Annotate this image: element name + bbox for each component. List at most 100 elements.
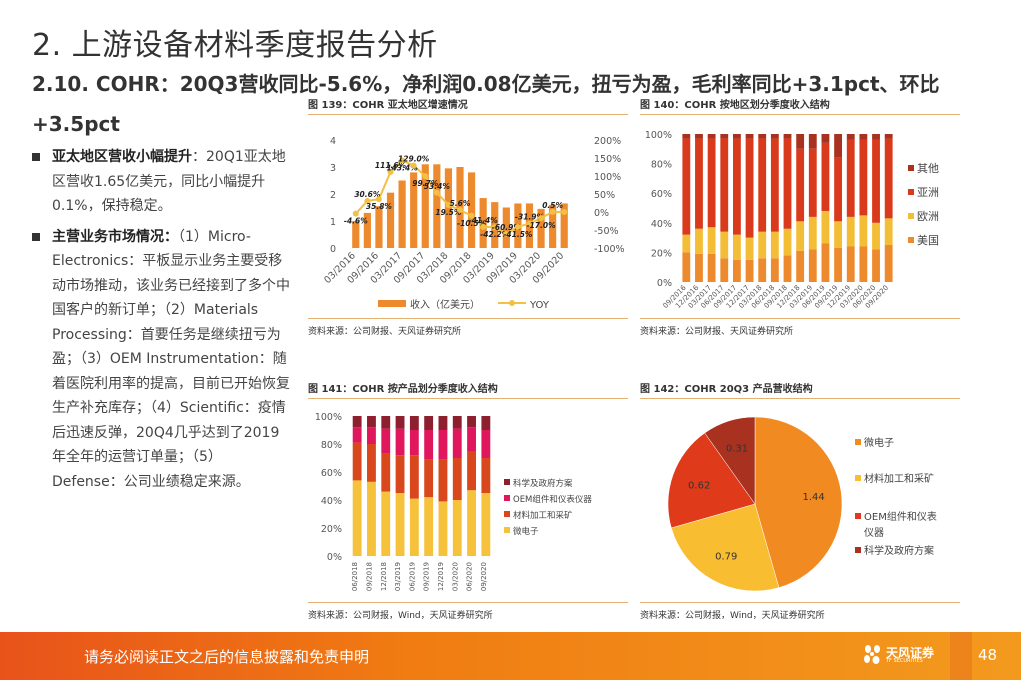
x-tick-label: 09/2019: [423, 562, 431, 591]
stacked-bar-segment: [367, 481, 376, 556]
stacked-bar-segment: [381, 428, 391, 454]
figure-title: 图 139：COHR 亚太地区增速情况: [308, 96, 628, 115]
stacked-bar-segment: [758, 138, 767, 232]
revenue-bar: [502, 207, 510, 248]
legend-label: 其他: [917, 162, 939, 175]
stacked-bar-segment: [452, 500, 462, 556]
stacked-bar-segment: [481, 458, 491, 493]
stacked-bar-segment: [821, 134, 830, 143]
yoy-point: [375, 196, 382, 203]
stacked-bar-segment: [467, 427, 476, 451]
legend-label: 材料加工和采矿: [513, 510, 573, 521]
bullet-square-icon: [32, 232, 40, 241]
yoy-data-label: -42.2%: [480, 230, 510, 239]
x-tick-label: 06/2019: [408, 562, 416, 591]
revenue-bar: [467, 172, 476, 248]
pie-value-label: 0.79: [715, 552, 737, 563]
stacked-bar-segment: [481, 430, 491, 458]
stacked-bar-segment: [732, 234, 741, 260]
legend-swatch-revenue: [378, 300, 406, 307]
stacked-bar-segment: [682, 134, 691, 139]
yoy-data-label: 53.4%: [424, 182, 451, 191]
stacked-bar-segment: [872, 139, 880, 223]
legend-label: OEM组件和仪表: [864, 510, 937, 523]
y-tick-label-right: 0%: [594, 208, 609, 219]
yoy-data-label: -4.6%: [344, 217, 368, 226]
yoy-data-label: -60.9%: [492, 223, 522, 232]
y-tick-label-right: 150%: [594, 154, 621, 165]
stacked-bar-segment: [438, 416, 448, 430]
stacked-bar-segment: [846, 134, 855, 140]
yoy-data-label: 99.7%: [412, 179, 439, 188]
pie-value-label: 0.31: [726, 444, 748, 455]
stacked-bar-segment: [395, 455, 405, 493]
stacked-bar-segment: [745, 259, 754, 282]
y-tick-label-left: 4: [330, 136, 336, 147]
stacked-bar-segment: [783, 228, 792, 256]
bullet-asia-revenue: 亚太地区营收小幅提升：20Q1亚太地区营收1.65亿美元，同比小幅提升0.1%，…: [30, 145, 290, 219]
legend-label: 科学及政府方案: [864, 544, 934, 557]
stacked-bar-segment: [808, 134, 817, 149]
y-tick-label: 20%: [321, 524, 342, 535]
stacked-bar-segment: [695, 134, 703, 139]
stacked-bar-segment: [707, 253, 716, 282]
y-tick-label-left: 3: [330, 163, 336, 174]
y-tick-label: 100%: [315, 412, 342, 423]
stacked-bar-segment: [481, 416, 491, 430]
stacked-bar-segment: [395, 493, 405, 556]
stacked-bar-segment: [395, 416, 405, 429]
yoy-point: [410, 162, 417, 169]
legend-swatch: [908, 165, 914, 171]
stacked-bar-segment: [682, 138, 691, 235]
stacked-bar-segment: [381, 491, 391, 556]
y-tick-label: 0%: [327, 552, 342, 563]
yoy-point: [538, 215, 545, 222]
stacked-bar-segment: [783, 134, 792, 139]
y-tick-label: 100%: [645, 130, 672, 141]
yoy-point: [433, 189, 440, 196]
yoy-data-label: 111.6%: [375, 161, 407, 170]
legend-swatch: [504, 527, 510, 533]
yoy-data-label: -10.5%: [457, 219, 487, 228]
yoy-data-label: 143.4%: [386, 163, 418, 172]
stacked-bar-segment: [796, 221, 805, 251]
stacked-bar-segment: [770, 258, 779, 282]
chart-141: 0% 20% 40% 60% 80% 100% 06/2018 09/2018 12/2018 0…: [315, 412, 593, 591]
legend-swatch: [504, 479, 510, 485]
y-tick-label: 0%: [657, 278, 672, 289]
legend-marker-yoy: [509, 300, 515, 306]
revenue-bar: [549, 204, 557, 248]
legend-label: 科学及政府方案: [513, 478, 573, 489]
bullet-text: ：20Q1亚太地区营收1.65亿美元，同比小幅提升0.1%，保持稳定。: [52, 149, 286, 214]
stacked-bar-segment: [367, 444, 376, 482]
revenue-bar: [386, 192, 395, 248]
yoy-data-label: -17.0%: [526, 221, 556, 230]
legend-label: 亚洲: [917, 186, 939, 199]
legend-swatch: [908, 189, 914, 195]
stacked-bar-segment: [467, 490, 476, 556]
stacked-bar-segment: [395, 428, 405, 456]
stacked-bar-segment: [872, 134, 880, 140]
x-tick-label: 12/2019: [437, 562, 445, 591]
y-tick-label: 40%: [321, 496, 342, 507]
legend-swatch: [908, 213, 914, 219]
yoy-point: [480, 223, 487, 230]
x-tick-label: 06/2020: [466, 562, 474, 591]
yoy-point: [549, 208, 556, 215]
stacked-bar-segment: [438, 430, 448, 460]
yoy-data-label: 0.5%: [542, 201, 563, 210]
figure-title: 图 142：COHR 20Q3 产品营收结构: [640, 380, 960, 399]
stacked-bar-segment: [424, 430, 434, 460]
legend-label-yoy: YOY: [529, 300, 550, 311]
x-tick-label: 09/2020: [480, 562, 488, 591]
stacked-bar-segment: [884, 138, 893, 219]
bullet-text: （1）Micro-Electronics：平板显示业务主要受移动市场推动，该业务…: [52, 228, 290, 490]
stacked-bar-segment: [758, 231, 767, 259]
bullet-square-icon: [32, 153, 40, 161]
bullet-heading: 亚太地区营收小幅提升: [52, 149, 192, 165]
revenue-bar: [537, 208, 545, 248]
stacked-bar-segment: [821, 243, 830, 282]
legend-label-revenue: 收入（亿美元）: [410, 298, 480, 311]
yoy-point: [491, 224, 498, 231]
stacked-bar-segment: [452, 416, 462, 429]
